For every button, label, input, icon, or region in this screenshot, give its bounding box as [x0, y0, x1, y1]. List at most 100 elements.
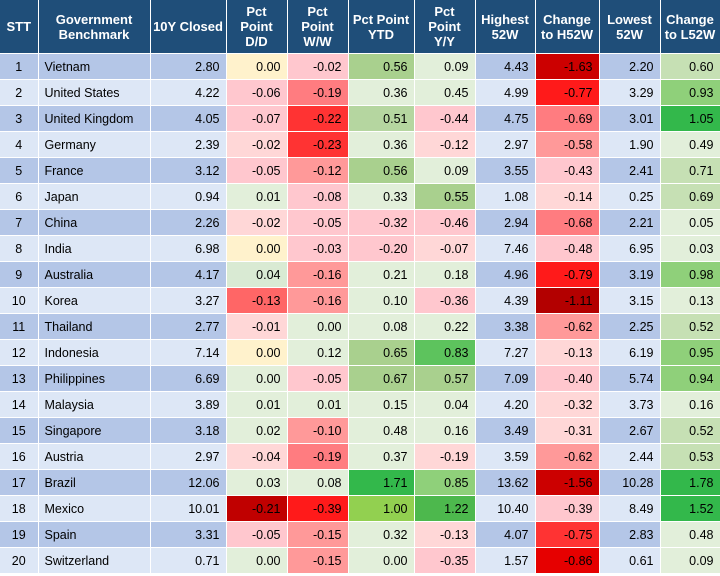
cell-pct-ytd: 0.15	[348, 391, 415, 418]
cell-highest-52w: 13.62	[475, 469, 536, 496]
table-row: 5 France 3.12 -0.05 -0.12 0.56 0.09 3.55 -0.43 2.…	[0, 157, 720, 184]
cell-10y-closed: 0.71	[150, 547, 227, 574]
header-pct-dd[interactable]: Pct Point D/D	[226, 0, 288, 54]
cell-10y-closed: 3.89	[150, 391, 227, 418]
header-10y-closed[interactable]: 10Y Closed	[150, 0, 227, 54]
cell-change-h52w: -0.48	[535, 235, 600, 262]
cell-pct-ytd: 0.00	[348, 547, 415, 574]
cell-stt: 5	[0, 157, 39, 184]
header-highest-52w[interactable]: Highest 52W	[475, 0, 536, 54]
cell-highest-52w: 3.55	[475, 157, 536, 184]
cell-stt: 1	[0, 53, 39, 80]
table-row: 15 Singapore 3.18 0.02 -0.10 0.48 0.16 3.49 -0.3…	[0, 417, 720, 444]
cell-lowest-52w: 2.41	[599, 157, 661, 184]
cell-lowest-52w: 3.15	[599, 287, 661, 314]
cell-stt: 10	[0, 287, 39, 314]
cell-pct-yy: 0.09	[414, 53, 476, 80]
cell-change-l52w: 0.94	[660, 365, 720, 392]
cell-benchmark: Singapore	[38, 417, 151, 444]
header-pct-ww[interactable]: Pct Point W/W	[287, 0, 349, 54]
table-row: 4 Germany 2.39 -0.02 -0.23 0.36 -0.12 2.97 -0.58…	[0, 131, 720, 158]
cell-pct-yy: 0.18	[414, 261, 476, 288]
cell-highest-52w: 4.96	[475, 261, 536, 288]
cell-pct-dd: -0.01	[226, 313, 288, 340]
cell-change-h52w: -0.39	[535, 495, 600, 522]
cell-stt: 14	[0, 391, 39, 418]
cell-pct-dd: -0.13	[226, 287, 288, 314]
cell-change-h52w: -0.68	[535, 209, 600, 236]
cell-pct-dd: -0.06	[226, 79, 288, 106]
cell-lowest-52w: 3.01	[599, 105, 661, 132]
cell-pct-ytd: 0.67	[348, 365, 415, 392]
cell-10y-closed: 2.80	[150, 53, 227, 80]
header-pct-yy[interactable]: Pct Point Y/Y	[414, 0, 476, 54]
cell-lowest-52w: 0.25	[599, 183, 661, 210]
cell-pct-ww: -0.16	[287, 261, 349, 288]
cell-change-h52w: -0.32	[535, 391, 600, 418]
header-change-h52w[interactable]: Change to H52W	[535, 0, 600, 54]
cell-pct-ww: -0.12	[287, 157, 349, 184]
cell-lowest-52w: 3.29	[599, 79, 661, 106]
cell-pct-ytd: 0.08	[348, 313, 415, 340]
cell-stt: 2	[0, 79, 39, 106]
cell-pct-ytd: 0.32	[348, 521, 415, 548]
cell-change-l52w: 0.05	[660, 209, 720, 236]
cell-lowest-52w: 2.67	[599, 417, 661, 444]
cell-change-l52w: 0.98	[660, 261, 720, 288]
cell-pct-yy: -0.12	[414, 131, 476, 158]
cell-change-h52w: -0.58	[535, 131, 600, 158]
cell-pct-yy: 1.22	[414, 495, 476, 522]
cell-pct-ww: -0.15	[287, 521, 349, 548]
cell-lowest-52w: 2.20	[599, 53, 661, 80]
cell-benchmark: Thailand	[38, 313, 151, 340]
cell-stt: 12	[0, 339, 39, 366]
cell-benchmark: Vietnam	[38, 53, 151, 80]
cell-10y-closed: 6.98	[150, 235, 227, 262]
table-row: 7 China 2.26 -0.02 -0.05 -0.32 -0.46 2.94 -0.68 2…	[0, 209, 720, 236]
cell-stt: 7	[0, 209, 39, 236]
cell-change-h52w: -1.11	[535, 287, 600, 314]
cell-pct-ytd: 0.56	[348, 53, 415, 80]
cell-pct-dd: 0.01	[226, 391, 288, 418]
cell-pct-ytd: 0.10	[348, 287, 415, 314]
cell-benchmark: France	[38, 157, 151, 184]
cell-pct-ytd: 0.65	[348, 339, 415, 366]
cell-pct-ytd: 0.36	[348, 131, 415, 158]
cell-10y-closed: 4.17	[150, 261, 227, 288]
table-row: 11 Thailand 2.77 -0.01 0.00 0.08 0.22 3.38 -0.62…	[0, 313, 720, 340]
cell-change-l52w: 0.71	[660, 157, 720, 184]
cell-highest-52w: 3.38	[475, 313, 536, 340]
header-change-l52w[interactable]: Change to L52W	[660, 0, 720, 54]
cell-benchmark: Korea	[38, 287, 151, 314]
cell-10y-closed: 3.31	[150, 521, 227, 548]
cell-change-h52w: -0.14	[535, 183, 600, 210]
cell-benchmark: Germany	[38, 131, 151, 158]
cell-10y-closed: 4.22	[150, 79, 227, 106]
table-row: 14 Malaysia 3.89 0.01 0.01 0.15 0.04 4.20 -0.32 3…	[0, 391, 720, 418]
cell-highest-52w: 7.09	[475, 365, 536, 392]
cell-change-l52w: 0.09	[660, 547, 720, 574]
cell-pct-ytd: -0.20	[348, 235, 415, 262]
cell-benchmark: Australia	[38, 261, 151, 288]
cell-pct-ytd: 0.36	[348, 79, 415, 106]
cell-lowest-52w: 2.44	[599, 443, 661, 470]
cell-pct-yy: 0.22	[414, 313, 476, 340]
cell-highest-52w: 4.99	[475, 79, 536, 106]
cell-change-h52w: -0.75	[535, 521, 600, 548]
header-lowest-52w[interactable]: Lowest 52W	[599, 0, 661, 54]
cell-10y-closed: 2.77	[150, 313, 227, 340]
cell-stt: 4	[0, 131, 39, 158]
cell-pct-yy: -0.46	[414, 209, 476, 236]
cell-benchmark: United States	[38, 79, 151, 106]
cell-pct-dd: 0.00	[226, 53, 288, 80]
cell-stt: 19	[0, 521, 39, 548]
cell-10y-closed: 7.14	[150, 339, 227, 366]
header-pct-ytd[interactable]: Pct Point YTD	[348, 0, 415, 54]
cell-pct-ww: -0.19	[287, 443, 349, 470]
header-benchmark[interactable]: Government Benchmark	[38, 0, 151, 54]
cell-pct-ww: -0.02	[287, 53, 349, 80]
header-stt[interactable]: STT	[0, 0, 39, 54]
cell-stt: 3	[0, 105, 39, 132]
cell-highest-52w: 4.07	[475, 521, 536, 548]
